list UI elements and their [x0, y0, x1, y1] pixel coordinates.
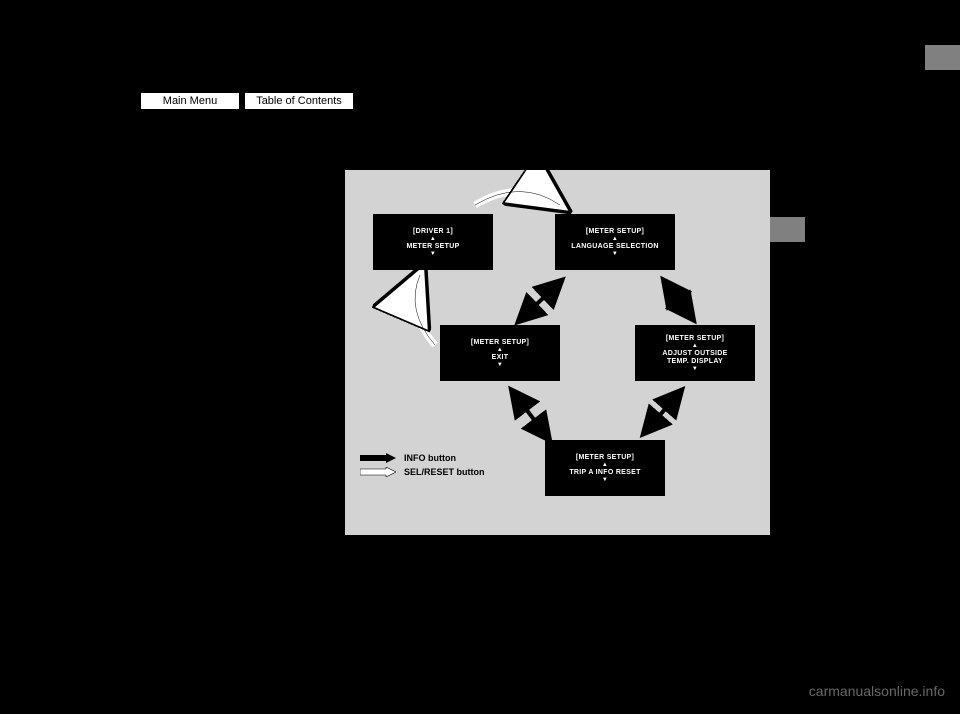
screen-header: [METER SETUP]	[586, 228, 644, 235]
triangle-up-icon: ▲	[497, 347, 503, 353]
screen-line1: METER SETUP	[406, 243, 459, 250]
legend-sel-label: SEL/RESET button	[404, 467, 485, 477]
triangle-down-icon: ▼	[497, 362, 503, 368]
side-tab	[925, 45, 960, 70]
screen-header: [METER SETUP]	[666, 335, 724, 342]
screen-exit: [METER SETUP] ▲ EXIT ▼	[440, 325, 560, 381]
screen-line2: TEMP. DISPLAY	[667, 358, 723, 365]
screen-line1: TRIP A INFO RESET	[569, 469, 640, 476]
triangle-up-icon: ▲	[692, 343, 698, 349]
screen-line1: ADJUST OUTSIDE	[662, 350, 727, 357]
screen-temp: [METER SETUP] ▲ ADJUST OUTSIDE TEMP. DIS…	[635, 325, 755, 381]
legend-row-sel: SEL/RESET button	[360, 467, 485, 477]
triangle-up-icon: ▲	[430, 236, 436, 242]
triangle-up-icon: ▲	[602, 462, 608, 468]
watermark: carmanualsonline.info	[809, 683, 945, 699]
page-tab	[770, 217, 805, 242]
triangle-down-icon: ▼	[692, 366, 698, 372]
screen-driver1: [DRIVER 1] ▲ METER SETUP ▼	[373, 214, 493, 270]
white-arrow-icon	[360, 467, 396, 477]
triangle-down-icon: ▼	[612, 251, 618, 257]
top-nav: Main Menu Table of Contents	[140, 92, 354, 110]
screen-header: [METER SETUP]	[471, 339, 529, 346]
triangle-up-icon: ▲	[612, 236, 618, 242]
main-menu-button[interactable]: Main Menu	[140, 92, 240, 110]
triangle-down-icon: ▼	[602, 477, 608, 483]
diagram-area: [DRIVER 1] ▲ METER SETUP ▼ [METER SETUP]…	[345, 170, 770, 535]
legend: INFO button SEL/RESET button	[360, 453, 485, 481]
screen-line1: LANGUAGE SELECTION	[571, 243, 658, 250]
screen-header: [DRIVER 1]	[413, 228, 453, 235]
screen-trip: [METER SETUP] ▲ TRIP A INFO RESET ▼	[545, 440, 665, 496]
triangle-down-icon: ▼	[430, 251, 436, 257]
legend-info-label: INFO button	[404, 453, 456, 463]
toc-button[interactable]: Table of Contents	[244, 92, 354, 110]
screen-line1: EXIT	[492, 354, 509, 361]
black-arrow-icon	[360, 453, 396, 463]
screen-language: [METER SETUP] ▲ LANGUAGE SELECTION ▼	[555, 214, 675, 270]
screen-header: [METER SETUP]	[576, 454, 634, 461]
legend-row-info: INFO button	[360, 453, 485, 463]
